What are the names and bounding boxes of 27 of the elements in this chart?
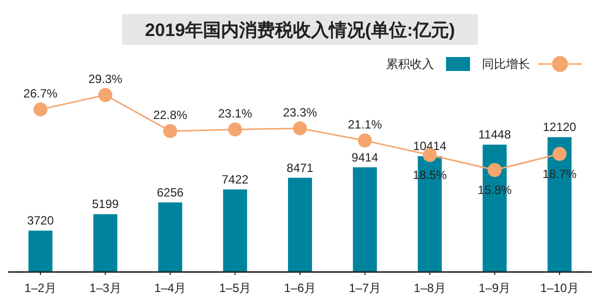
x-tick-label: 1–2月: [24, 281, 56, 295]
data-label: 23.3%: [282, 105, 318, 120]
legend-label: 同比增长: [482, 57, 530, 71]
x-tick-label: 1–8月: [414, 281, 446, 295]
legend-label: 累积收入: [386, 57, 434, 71]
x-tick-label: 1–10月: [540, 281, 579, 295]
data-label: 10414: [413, 139, 447, 154]
data-label: 7422: [222, 172, 249, 186]
data-label: 8471: [286, 160, 314, 175]
data-label: 23.1%: [218, 106, 252, 120]
x-tick-label: 1–7月: [348, 281, 381, 295]
data-label: 3720: [27, 214, 54, 228]
x-tick-label: 1–6月: [284, 281, 316, 295]
x-tick-label: 1–3月: [89, 281, 122, 295]
data-label: 5199: [92, 197, 120, 212]
x-tick-label: 1–4月: [154, 281, 186, 295]
data-label: 12120: [542, 120, 577, 134]
data-label: 26.7%: [23, 86, 58, 100]
data-label: 9414: [352, 150, 379, 164]
data-label: 22.8%: [153, 108, 188, 122]
x-tick-label: 1–5月: [219, 281, 252, 295]
data-label: 29.3%: [88, 72, 123, 86]
chart-title: 2019年国内消费税收入情况(单位:亿元): [144, 20, 456, 40]
data-label: 21.1%: [348, 118, 382, 132]
data-label: 6256: [156, 185, 184, 200]
x-tick-label: 1–9月: [478, 281, 511, 295]
data-label: 11448: [478, 128, 512, 142]
